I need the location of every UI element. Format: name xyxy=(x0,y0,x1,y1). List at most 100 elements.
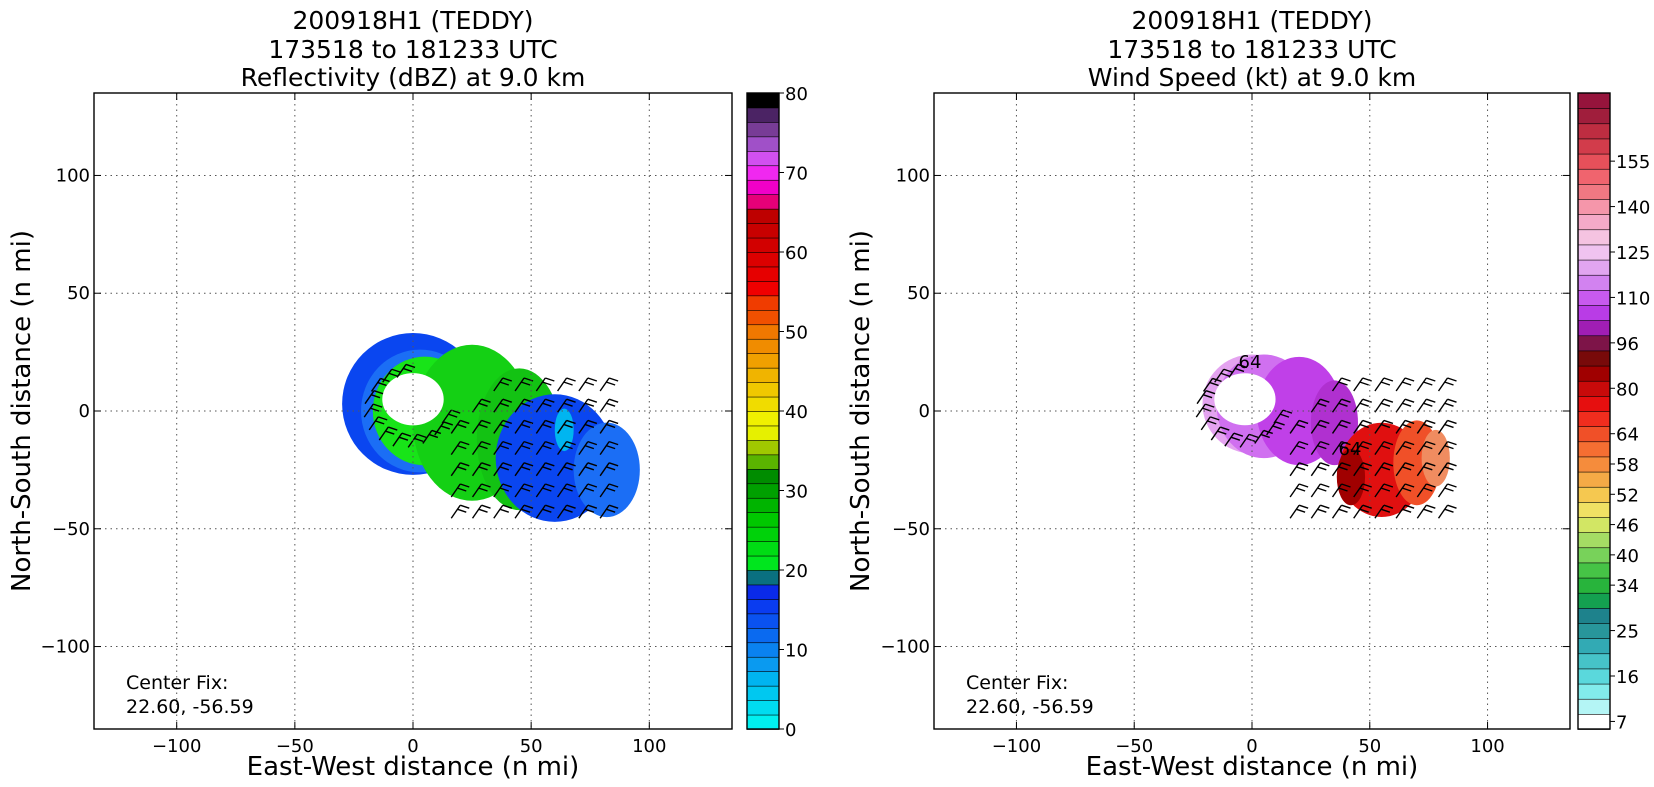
colorbar-tick-label: 40 xyxy=(1616,546,1639,567)
colorbar-tick-label: 0 xyxy=(785,720,796,741)
wind-barb xyxy=(493,377,513,392)
wind-barb xyxy=(1395,377,1415,392)
wind-barb xyxy=(557,419,576,434)
wind-barb xyxy=(1437,398,1457,413)
colorbar-tick-label: 50 xyxy=(785,323,808,344)
wind-barb xyxy=(1416,419,1436,434)
wind-barb xyxy=(471,419,491,434)
colorbar-swatch xyxy=(746,425,780,441)
wind-barb xyxy=(1331,504,1351,519)
colorbar-tick-label: 140 xyxy=(1616,198,1650,219)
colorbar-tick-label: 34 xyxy=(1616,576,1639,597)
colorbar-swatch xyxy=(746,454,780,470)
wind-speed-panel: 200918H1 (TEDDY) 173518 to 181233 UTC Wi… xyxy=(846,6,1650,782)
colorbar-swatch xyxy=(1577,592,1611,609)
wind-barb xyxy=(471,462,491,477)
storm-eye xyxy=(382,373,444,426)
colorbar-swatch xyxy=(1577,410,1611,427)
wind-barb xyxy=(493,483,513,498)
colorbar-swatch xyxy=(1577,577,1611,594)
x-tick-label: 100 xyxy=(632,736,666,757)
colorbar-swatch xyxy=(1577,92,1611,109)
wind-barb xyxy=(364,390,384,405)
colorbar-swatch xyxy=(1577,107,1611,125)
wind-barb xyxy=(557,504,576,519)
wind-barb xyxy=(1331,377,1351,392)
wind-barb xyxy=(1331,440,1351,456)
wind-barb xyxy=(514,440,534,456)
colorbar-swatch xyxy=(1577,652,1611,670)
wind-contour-label: 64 xyxy=(1339,439,1362,460)
colorbar-swatch xyxy=(746,670,780,687)
wind-barb xyxy=(1437,377,1457,392)
colorbar-swatch xyxy=(1577,456,1611,473)
reflectivity-grid xyxy=(94,93,732,729)
colorbar-tick-label: 52 xyxy=(1616,485,1639,506)
colorbar-swatch xyxy=(1577,698,1611,715)
colorbar-swatch xyxy=(746,396,780,412)
x-tick-label: 50 xyxy=(1358,736,1381,757)
colorbar-swatch xyxy=(746,237,780,253)
wind-barb xyxy=(493,398,513,413)
colorbar-swatch xyxy=(746,295,780,311)
colorbar-swatch xyxy=(1577,607,1611,624)
wind-barb xyxy=(1196,390,1216,405)
wind-barb xyxy=(1353,419,1372,434)
reflectivity-center-fix-value: 22.60, -56.59 xyxy=(126,696,254,718)
y-tick-label: −50 xyxy=(892,519,930,540)
colorbar-swatch xyxy=(1577,471,1611,488)
wind-barb xyxy=(557,462,576,477)
wind-barb xyxy=(1310,398,1330,413)
colorbar-swatch xyxy=(1577,213,1611,231)
wind-barb xyxy=(1353,377,1372,392)
y-tick-label: 100 xyxy=(896,165,930,186)
wind-barb xyxy=(1395,440,1415,456)
wind-barb xyxy=(535,462,555,477)
wind-barb xyxy=(1289,440,1309,456)
colorbar-tick-label: 96 xyxy=(1616,334,1639,355)
x-tick-label: 0 xyxy=(1246,736,1257,757)
wind-barb xyxy=(1200,416,1220,431)
colorbar-swatch xyxy=(746,598,780,615)
wind-barb xyxy=(1310,504,1330,519)
field-patch xyxy=(1421,429,1450,487)
colorbar-swatch xyxy=(1577,637,1611,655)
colorbar-swatch xyxy=(746,714,780,730)
colorbar-swatch xyxy=(746,699,780,716)
colorbar-swatch xyxy=(746,569,780,586)
x-tick-label: −100 xyxy=(152,736,201,757)
colorbar-swatch xyxy=(746,367,780,383)
x-tick-label: 50 xyxy=(520,736,543,757)
colorbar-swatch xyxy=(1577,425,1611,443)
colorbar-swatch xyxy=(1577,713,1611,730)
wind-barb xyxy=(599,440,619,456)
y-tick-label: −50 xyxy=(52,519,90,540)
colorbar-swatch xyxy=(746,627,780,644)
wind-barb xyxy=(1310,462,1330,477)
colorbar-swatch xyxy=(1577,562,1611,579)
wind-barb xyxy=(535,483,555,498)
colorbar-tick-label: 7 xyxy=(1616,712,1627,733)
colorbar-tick-label: 46 xyxy=(1616,516,1639,537)
wind-barb xyxy=(1266,421,1285,436)
wind-barb xyxy=(514,483,534,498)
colorbar-swatch xyxy=(1577,516,1611,533)
wind-barb xyxy=(557,483,576,498)
reflectivity-center-fix-label: Center Fix: xyxy=(126,672,228,694)
wind-barb xyxy=(370,377,390,392)
wind-barb xyxy=(1416,398,1436,413)
colorbar-swatch xyxy=(746,164,780,181)
colorbar-swatch xyxy=(1577,668,1611,685)
wind-barb xyxy=(471,504,491,519)
y-tick-label: 50 xyxy=(907,283,930,304)
colorbar-swatch xyxy=(746,555,780,571)
colorbar-tick-label: 30 xyxy=(785,482,808,503)
wind-barb xyxy=(1374,483,1394,498)
wind-barb xyxy=(1374,377,1394,392)
wind-speed-axis-ticks: −100 −50 0 50 100 −100 −50 0 50 100 xyxy=(881,93,1570,757)
reflectivity-wind-barbs xyxy=(363,363,619,519)
wind-speed-grid xyxy=(934,93,1570,729)
wind-y-axis-label: North-South distance (n mi) xyxy=(846,230,876,592)
colorbar-swatch xyxy=(746,338,780,354)
